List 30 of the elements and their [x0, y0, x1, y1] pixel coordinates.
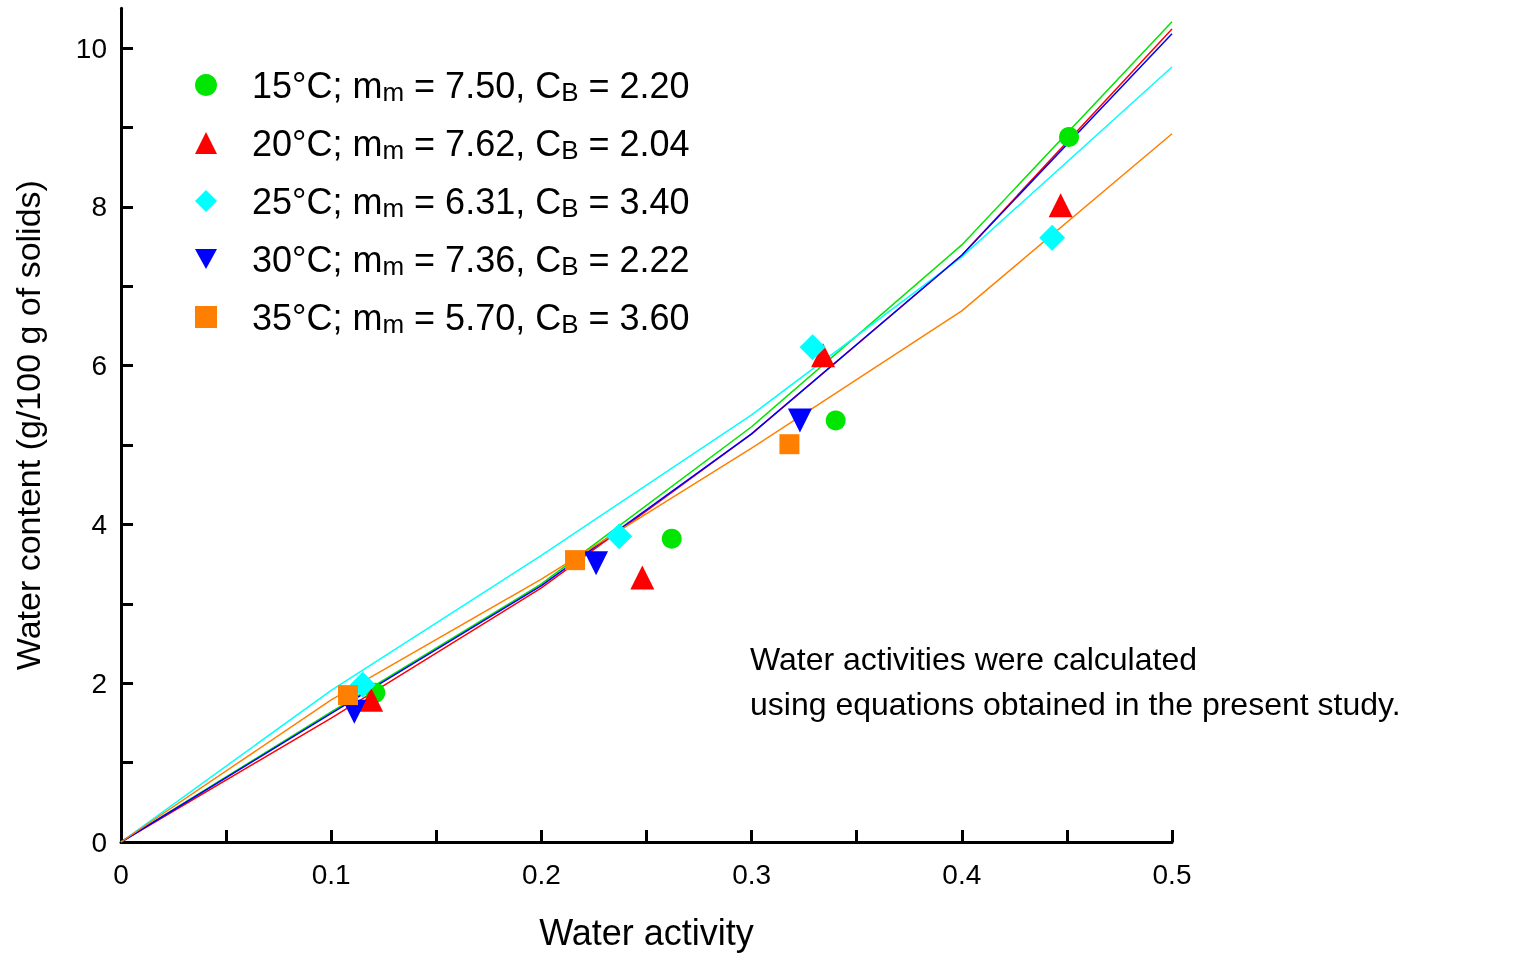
point — [606, 523, 633, 550]
point — [811, 343, 836, 368]
x-tick-label: 0.4 — [942, 858, 982, 890]
point — [565, 550, 586, 571]
x-tick-label: 0.3 — [732, 858, 772, 890]
point — [1039, 224, 1066, 251]
annotation: Water activities were calculated using equations obtained in the present study. — [750, 640, 1401, 722]
point — [630, 565, 655, 590]
point — [584, 551, 609, 576]
point — [787, 408, 812, 433]
y-tick-label: 10 — [75, 32, 107, 64]
y-tick-label: 0 — [91, 826, 107, 858]
y-tick-label: 6 — [91, 350, 107, 382]
point — [359, 687, 384, 712]
point — [779, 434, 800, 455]
x-tick-label: 0 — [113, 858, 129, 890]
x-tick-label: 0.5 — [1152, 858, 1192, 890]
y-tick-label: 2 — [91, 667, 107, 699]
y-tick-label: 8 — [91, 191, 107, 223]
x-axis-title: Water activity — [539, 911, 754, 953]
point — [799, 334, 826, 361]
point — [338, 685, 359, 706]
x-tick-label: 0.2 — [521, 858, 561, 890]
y-axis-title: Water content (g/100 g of solids) — [9, 180, 47, 671]
point — [1059, 126, 1079, 147]
point — [1048, 193, 1073, 218]
y-tick-label: 4 — [91, 508, 107, 540]
x-tick-label: 0.1 — [311, 858, 351, 890]
point — [661, 528, 682, 549]
point — [825, 410, 846, 431]
